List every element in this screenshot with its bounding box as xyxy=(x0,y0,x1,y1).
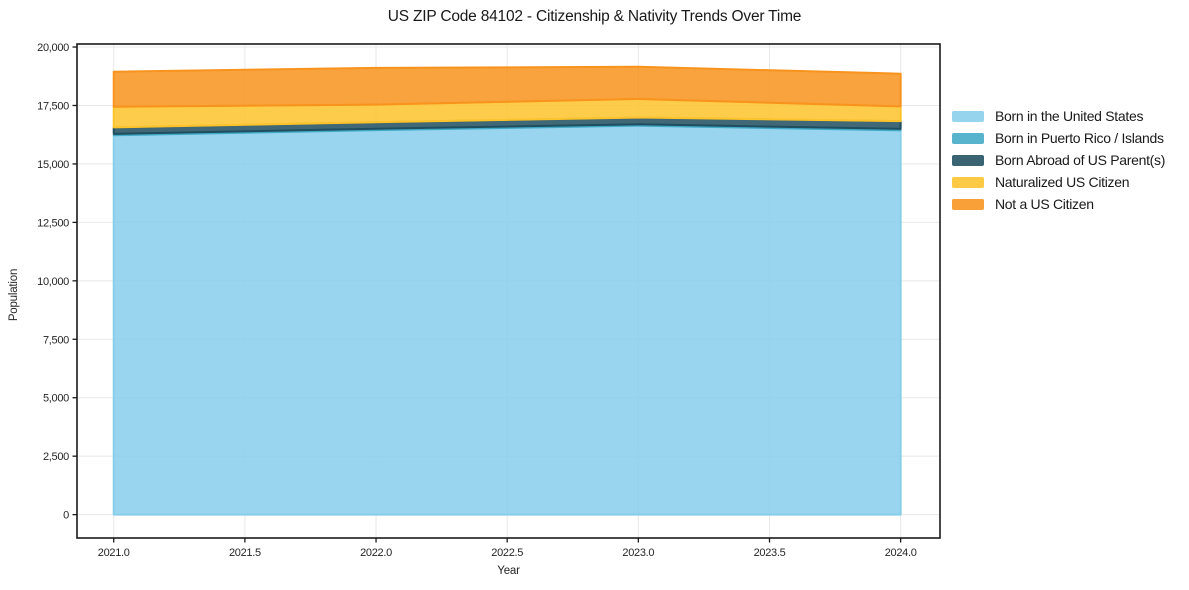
legend-swatch-born-in-us xyxy=(952,110,984,122)
legend-label: Born Abroad of US Parent(s) xyxy=(995,152,1166,168)
x-tick-label: 2023.0 xyxy=(622,547,654,559)
y-tick-label: 10,000 xyxy=(37,276,69,288)
y-tick-label: 5,000 xyxy=(43,393,69,405)
axes-box xyxy=(76,43,941,539)
legend-label: Naturalized US Citizen xyxy=(995,174,1130,190)
legend-item: Born in Puerto Rico / Islands xyxy=(952,127,1165,149)
y-tick-label: 17,500 xyxy=(37,100,69,112)
legend-item: Born in the United States xyxy=(952,105,1165,127)
legend-swatch-puerto-rico-islands xyxy=(952,132,984,144)
y-tick-label: 15,000 xyxy=(37,159,69,171)
legend-swatch-not-citizen xyxy=(952,198,984,210)
y-tick-label: 2,500 xyxy=(43,451,69,463)
x-axis-label: Year xyxy=(497,565,520,577)
area-series-4 xyxy=(112,65,902,108)
y-tick-label: 20,000 xyxy=(37,42,69,54)
legend-swatch-born-abroad xyxy=(952,154,984,166)
y-tick-label: 12,500 xyxy=(37,217,69,229)
legend: Born in the United States Born in Puerto… xyxy=(952,105,1165,215)
y-tick-label: 0 xyxy=(63,510,69,522)
y-tick-label: 7,500 xyxy=(43,334,69,346)
legend-label: Born in the United States xyxy=(995,108,1144,124)
legend-label: Born in Puerto Rico / Islands xyxy=(995,130,1164,146)
legend-item: Not a US Citizen xyxy=(952,193,1165,215)
chart-title: US ZIP Code 84102 - Citizenship & Nativi… xyxy=(387,8,802,25)
y-axis-label-text: Population xyxy=(8,268,20,322)
legend-swatch-naturalized xyxy=(952,176,984,188)
legend-item: Naturalized US Citizen xyxy=(952,171,1165,193)
x-tick-label: 2024.0 xyxy=(885,547,917,559)
legend-label: Not a US Citizen xyxy=(995,196,1094,212)
x-tick-label: 2021.0 xyxy=(98,547,130,559)
x-tick-label: 2021.5 xyxy=(229,547,261,559)
x-tick-label: 2022.0 xyxy=(360,547,392,559)
x-tick-label: 2023.5 xyxy=(754,547,786,559)
x-tick-label: 2022.5 xyxy=(491,547,523,559)
legend-item: Born Abroad of US Parent(s) xyxy=(952,149,1165,171)
area-series-0 xyxy=(112,124,902,516)
